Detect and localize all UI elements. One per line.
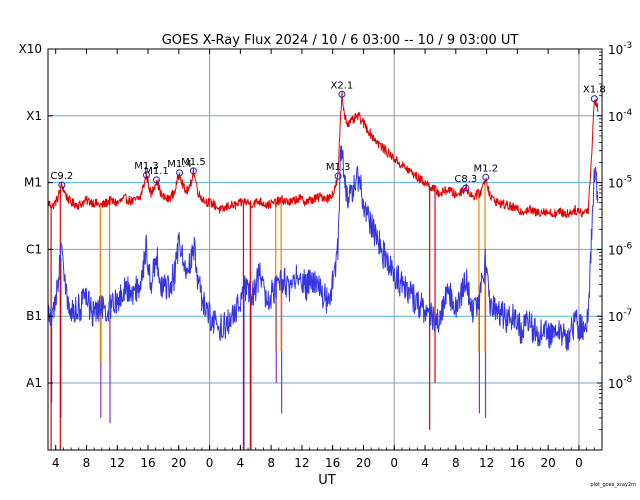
left-tick-label: X10 bbox=[19, 42, 43, 56]
left-tick-label: M1 bbox=[24, 176, 42, 190]
right-tick-label: 10-6 bbox=[608, 241, 633, 257]
flare-marker bbox=[462, 184, 470, 192]
flare-label: C8.3 bbox=[454, 174, 477, 185]
flare-label: M1.1 bbox=[144, 166, 169, 177]
long-series-line bbox=[47, 91, 599, 219]
flare-marker bbox=[334, 172, 342, 180]
flare-label: X2.1 bbox=[331, 80, 354, 91]
right-tick-label: 10-3 bbox=[608, 41, 632, 57]
flare-marker bbox=[590, 95, 598, 103]
x-tick-label: 0 bbox=[206, 456, 214, 470]
flare-marker bbox=[58, 181, 66, 189]
left-tick-label: A1 bbox=[26, 376, 42, 390]
flare-marker bbox=[189, 167, 197, 175]
flare-marker bbox=[338, 90, 346, 98]
flare-marker bbox=[142, 171, 150, 179]
x-tick-label: 20 bbox=[540, 456, 555, 470]
left-tick-label: X1 bbox=[26, 109, 42, 123]
flare-label: M1.2 bbox=[474, 163, 499, 174]
flare-marker bbox=[152, 176, 160, 184]
flare-marker bbox=[176, 169, 184, 177]
flare-label: C9.2 bbox=[50, 171, 73, 182]
x-tick-label: 12 bbox=[110, 456, 125, 470]
flare-label: X1.8 bbox=[583, 85, 606, 96]
x-tick-label: 8 bbox=[83, 456, 91, 470]
dropout-layer bbox=[50, 179, 487, 450]
flare-label: M1.3 bbox=[134, 161, 159, 172]
flare-label: M1.5 bbox=[181, 157, 206, 168]
flare-label: M1.4 bbox=[167, 159, 192, 170]
x-tick-label: 8 bbox=[452, 456, 460, 470]
x-tick-label: 20 bbox=[171, 456, 186, 470]
x-tick-label: 4 bbox=[52, 456, 60, 470]
flare-label: M1.3 bbox=[326, 162, 351, 173]
right-tick-label: 10-8 bbox=[608, 375, 633, 391]
x-tick-label: 4 bbox=[237, 456, 245, 470]
x-tick-label: 16 bbox=[325, 456, 340, 470]
right-tick-label: 10-4 bbox=[608, 108, 633, 124]
right-tick-label: 10-7 bbox=[608, 308, 632, 324]
axis-layer: 4 8 12 16 20 0 4 8 12 16 20 0 4 8 12 16 20 0 X10 X1 M1 C1 B1 A1… bbox=[19, 41, 633, 470]
credit-text: plot_goes_xray2m bbox=[590, 482, 636, 488]
x-tick-label: 16 bbox=[510, 456, 525, 470]
x-tick-label: 4 bbox=[421, 456, 429, 470]
x-tick-label: 0 bbox=[575, 456, 583, 470]
short-series-line bbox=[47, 145, 599, 352]
x-tick-label: 8 bbox=[267, 456, 275, 470]
x-tick-label: 12 bbox=[294, 456, 309, 470]
x-tick-label: 0 bbox=[390, 456, 398, 470]
series-layer bbox=[47, 91, 599, 352]
x-tick-label: 16 bbox=[140, 456, 155, 470]
x-tick-label: 12 bbox=[479, 456, 494, 470]
x-tick-label: 20 bbox=[356, 456, 371, 470]
flare-markers: C9.2M1.3M1.1M1.4M1.5 M1.3X2.1C8.3M1.2X1.8 bbox=[50, 80, 606, 192]
left-tick-label: B1 bbox=[26, 309, 42, 323]
chart-title: GOES X-Ray Flux 2024 / 10 / 6 03:00 -- 1… bbox=[162, 33, 519, 48]
left-tick-label: C1 bbox=[26, 242, 42, 256]
x-axis-label: UT bbox=[318, 473, 336, 488]
grid-layer bbox=[48, 49, 602, 450]
flare-marker bbox=[482, 173, 490, 181]
right-tick-label: 10-5 bbox=[608, 175, 632, 191]
